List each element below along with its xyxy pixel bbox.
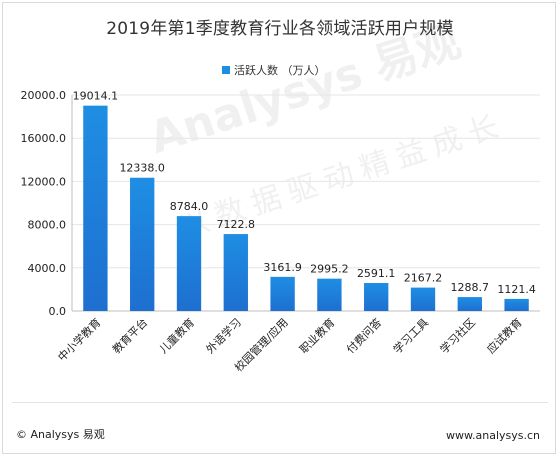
x-tick-label: 应试教育 (484, 315, 525, 356)
footer-divider (12, 402, 548, 403)
x-tick-label: 职业教育 (297, 315, 338, 356)
bar (317, 278, 342, 311)
bar (176, 216, 202, 311)
data-label: 2995.2 (310, 263, 349, 276)
data-label: 8784.0 (170, 200, 209, 213)
bar (504, 298, 529, 311)
legend-label: 活跃人数 （万人） (234, 64, 326, 77)
data-label: 1121.4 (497, 283, 536, 296)
data-label: 2591.1 (357, 267, 396, 280)
data-label: 19014.1 (73, 90, 119, 103)
data-label: 1288.7 (451, 281, 490, 294)
y-tick-label: 8000.0 (28, 219, 67, 232)
y-tick-label: 20000.0 (21, 89, 67, 102)
y-tick-label: 4000.0 (28, 262, 67, 275)
data-label: 3161.9 (263, 261, 302, 274)
x-tick-label: 学习工具 (390, 315, 431, 356)
y-tick-label: 0.0 (49, 305, 67, 318)
bar (364, 283, 389, 311)
data-label: 7122.8 (217, 218, 256, 231)
bar (83, 105, 108, 311)
x-tick-label: 学习社区 (437, 315, 478, 356)
y-tick-label: 12000.0 (21, 175, 67, 188)
legend-swatch (222, 66, 230, 74)
data-label: 2167.2 (404, 272, 443, 285)
x-tick-label: 教育平台 (109, 315, 150, 356)
bar (130, 177, 155, 311)
footer-url: www.analysys.cn (446, 429, 540, 442)
chart-title: 2019年第1季度教育行业各领域活跃用户规模 (106, 19, 454, 39)
x-tick-label: 外语学习 (203, 315, 244, 356)
bar (410, 287, 436, 311)
bar (223, 234, 248, 311)
y-tick-label: 16000.0 (21, 132, 67, 145)
x-tick-label: 中小学教育 (55, 315, 104, 364)
x-tick-label: 付费问答 (343, 315, 384, 356)
data-label: 12338.0 (119, 162, 165, 175)
chart-legend: 活跃人数 （万人） (222, 62, 326, 78)
bar (270, 276, 295, 311)
footer-brand: © Analysys 易观 (16, 428, 105, 441)
bar (457, 297, 482, 311)
x-tick-label: 儿童教育 (156, 315, 197, 356)
